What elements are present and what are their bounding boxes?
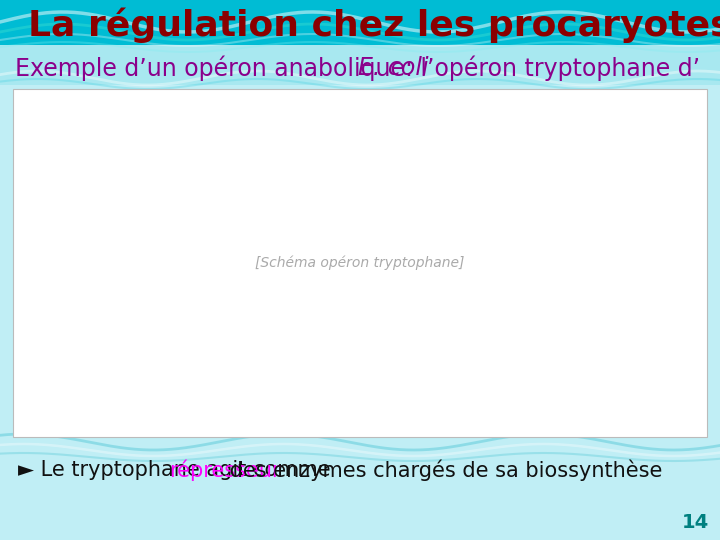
Text: La régulation chez les procaryotes:: La régulation chez les procaryotes: — [28, 7, 720, 43]
Text: ► Le tryptophane agit comme: ► Le tryptophane agit comme — [18, 460, 337, 480]
FancyBboxPatch shape — [0, 45, 720, 85]
Text: des enzymes chargés de sa biossynthèse: des enzymes chargés de sa biossynthèse — [223, 459, 662, 481]
Text: E. coli: E. coli — [358, 56, 428, 80]
Text: 14: 14 — [681, 512, 708, 531]
Text: Exemple d’un opéron anabolique: l’opéron tryptophane d’: Exemple d’un opéron anabolique: l’opéron… — [15, 55, 708, 81]
Text: répresseur: répresseur — [169, 459, 281, 481]
FancyBboxPatch shape — [13, 89, 707, 437]
Text: [Schéma opéron tryptophane]: [Schéma opéron tryptophane] — [256, 256, 464, 270]
FancyBboxPatch shape — [0, 0, 720, 50]
